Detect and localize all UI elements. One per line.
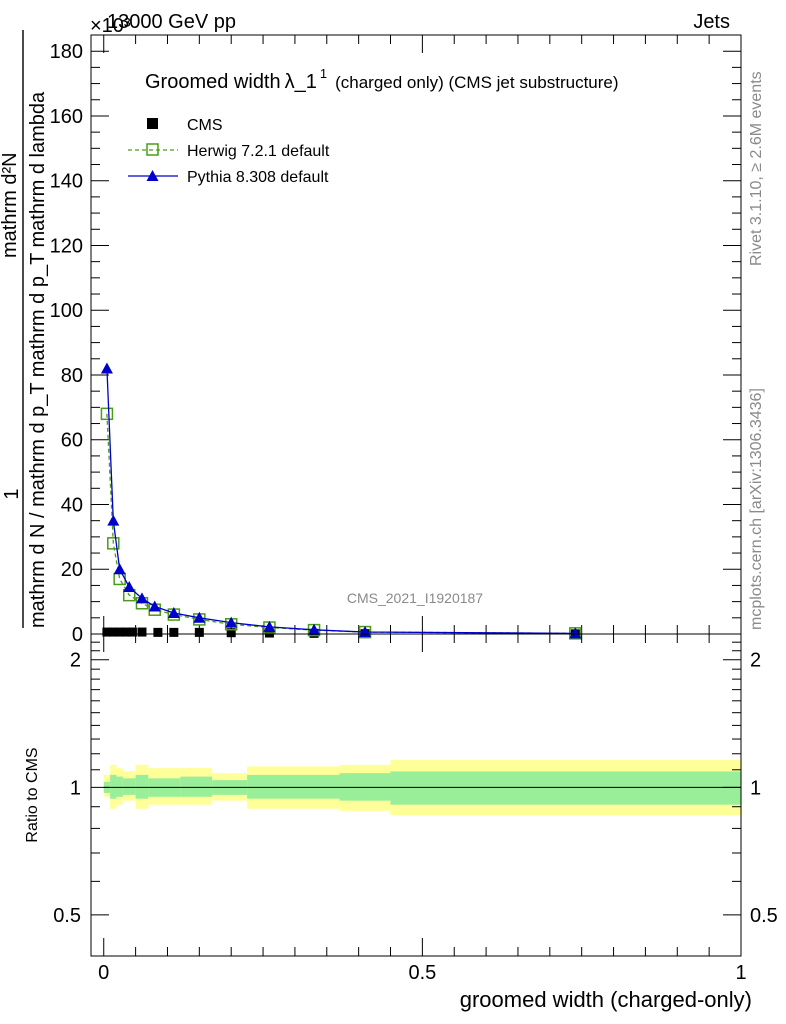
cms-data-point [102, 627, 112, 637]
y-tick-label: 180 [50, 41, 83, 63]
pythia-data-point [225, 616, 238, 628]
x-tick-label: 0 [98, 962, 109, 984]
ratio-y-ticks: 0.5 0.5 1 1 2 2 [53, 633, 778, 957]
plot-title-sup: 1 [320, 66, 327, 81]
pythia-data-point [100, 362, 113, 374]
legend-marker-pythia [146, 170, 159, 181]
y-axis-denominator: mathrm d N / mathrm d p_T mathrm d p_T m… [27, 91, 49, 628]
legend: CMS Herwig 7.2.1 default Pythia 8.308 de… [128, 117, 330, 186]
y-tick-label: 60 [61, 430, 83, 452]
cms-data-point [127, 627, 137, 637]
ratio-stat-band [116, 776, 123, 797]
pythia-data-point [148, 600, 161, 612]
y-tick-label: 140 [50, 171, 83, 193]
herwig-data-point [107, 537, 120, 550]
legend-marker-cms [147, 118, 158, 129]
ratio-stat-band [247, 774, 340, 799]
main-y-ticks: 0 20 40 60 80 100 120 140 160 180 [50, 34, 741, 646]
ratio-y-tick-label-right: 0.5 [750, 905, 778, 927]
series-line-1 [106, 413, 576, 635]
pythia-data-point [113, 563, 126, 575]
legend-label-herwig: Herwig 7.2.1 default [187, 143, 330, 160]
y-tick-label: 100 [50, 300, 83, 322]
cms-data-point [121, 627, 131, 637]
pythia-data-point [263, 620, 276, 632]
ratio-stat-band [390, 771, 741, 805]
cms-data-point [169, 627, 179, 637]
ratio-y-tick-label-right: 2 [750, 650, 761, 672]
pythia-data-point [135, 592, 148, 604]
rivet-label: Rivet 3.1.10, ≥ 2.6M events [748, 71, 765, 266]
ratio-stat-band [135, 774, 149, 799]
y-axis-top-term: mathrm d²N [0, 152, 21, 258]
category-label: Jets [693, 11, 730, 33]
legend-marker-herwig [146, 143, 159, 156]
y-tick-label: 0 [72, 624, 83, 646]
legend-label-pythia: Pythia 8.308 default [187, 169, 329, 186]
ratio-y-tick-label: 1 [70, 777, 81, 799]
pythia-data-point [123, 581, 136, 593]
cms-data-point [137, 627, 147, 637]
ratio-stat-band [180, 776, 213, 797]
main-series-group [100, 362, 582, 640]
mcplots-label: mcplots.cern.ch [arXiv:1306.3436] [748, 388, 765, 630]
cms-data-point [153, 627, 163, 637]
cms-data-point [194, 627, 204, 637]
ratio-y-tick-label: 0.5 [53, 905, 81, 927]
pythia-data-point [193, 611, 206, 623]
pythia-data-point [308, 623, 321, 635]
legend-label-cms: CMS [187, 117, 223, 134]
ratio-stat-band [110, 774, 117, 799]
x-tick-label: 1 [735, 962, 746, 984]
cms-data-point [115, 627, 125, 637]
y-tick-label: 120 [50, 235, 83, 257]
plot-title: Groomed width λ_1 1 (charged only) (CMS jet… [145, 66, 619, 93]
herwig-data-point [100, 407, 114, 421]
analysis-watermark: CMS_2021_I1920187 [347, 590, 483, 606]
plot-title-suffix: (charged only) (CMS jet substructure) [335, 73, 618, 92]
pythia-data-point [107, 514, 120, 526]
ratio-bands [103, 760, 741, 816]
plot-title-main: Groomed width [145, 71, 281, 93]
scale-exponent: ×10³ [90, 15, 131, 37]
y-tick-label: 20 [61, 559, 83, 581]
ratio-x-ticks: 0 0.5 1 [98, 634, 747, 984]
x-tick-label: 0.5 [408, 962, 436, 984]
ratio-y-tick-label-right: 1 [750, 777, 761, 799]
pythia-data-point [167, 606, 180, 618]
cms-data-point [226, 628, 236, 638]
y-tick-label: 160 [50, 106, 83, 128]
y-tick-label: 40 [61, 494, 83, 516]
y-tick-label: 80 [61, 365, 83, 387]
ratio-stat-band [122, 778, 136, 795]
ratio-plot-frame [90, 633, 742, 957]
plot-title-symbol: λ_1 [285, 71, 317, 93]
energy-label: 13000 GeV pp [107, 11, 236, 33]
ratio-y-tick-label: 2 [70, 650, 81, 672]
ratio-y-axis-label: Ratio to CMS [24, 747, 41, 842]
pythia-data-point [569, 627, 582, 639]
cms-data-point [108, 627, 118, 637]
y-axis-numerator: 1 [1, 488, 23, 499]
series-line-2 [106, 368, 576, 635]
x-axis-label: groomed width (charged-only) [460, 987, 752, 1012]
